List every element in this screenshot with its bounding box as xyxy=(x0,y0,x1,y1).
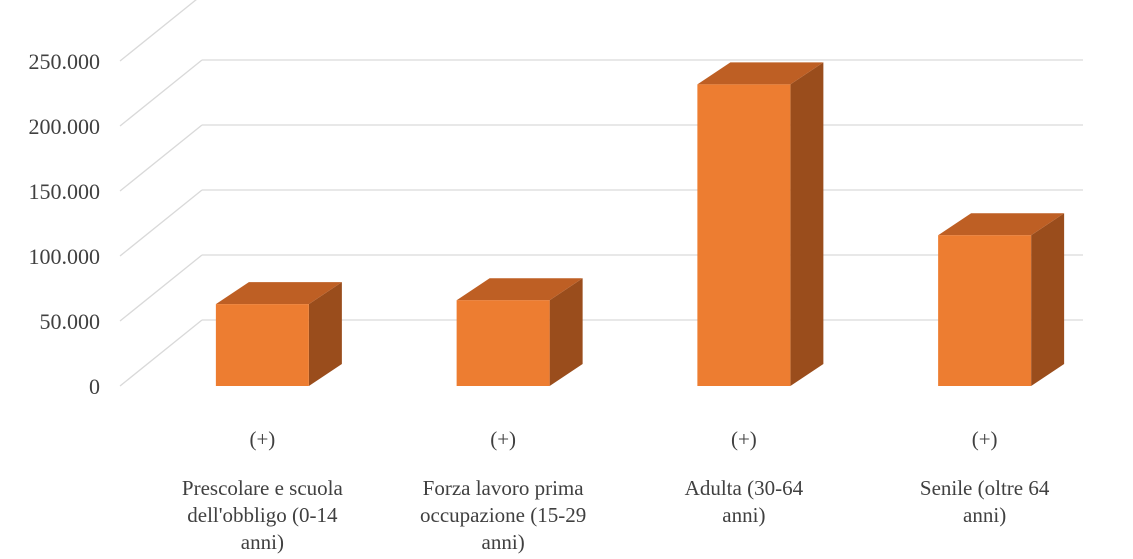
x-tick-label: Prescolare e scuola dell'obbligo (0-14 ann… xyxy=(182,476,344,554)
x-tick-label-line: Prescolare e scuola xyxy=(182,476,344,500)
y-tick-label: 50.000 xyxy=(40,309,101,334)
bar-side xyxy=(790,62,824,387)
gridline-depth xyxy=(119,254,203,322)
bar-side xyxy=(1031,213,1065,386)
x-tick-label-line: Senile (oltre 64 xyxy=(920,476,1050,500)
bar xyxy=(215,282,342,386)
y-tick-label: 250.000 xyxy=(29,49,101,74)
gridline-depth xyxy=(119,59,203,127)
y-tick-label: 150.000 xyxy=(29,179,101,204)
x-tick-label: Forza lavoro prima occupazione (15-29 anni… xyxy=(420,476,586,554)
bar-side xyxy=(549,278,583,386)
category-sign: (+) xyxy=(972,427,998,451)
x-tick-label-line: Forza lavoro prima xyxy=(423,476,585,500)
x-tick-label-line: occupazione (15-29 xyxy=(420,503,586,527)
category-sign: (+) xyxy=(490,427,516,451)
y-tick-label: 100.000 xyxy=(29,244,101,269)
bar-front xyxy=(938,235,1032,386)
bar xyxy=(456,278,583,386)
bar xyxy=(697,62,824,387)
bar-front xyxy=(215,304,309,386)
bar-front xyxy=(697,84,791,387)
bars xyxy=(215,62,1065,387)
y-tick-label: 200.000 xyxy=(29,114,101,139)
x-tick-label-line: anni) xyxy=(963,503,1006,527)
gridline-depth xyxy=(119,0,197,62)
x-tick-label-line: Adulta (30-64 xyxy=(685,476,804,500)
gridlines xyxy=(119,0,1083,387)
bar-top xyxy=(697,62,824,85)
bar-top xyxy=(938,213,1065,236)
y-tick-label: 0 xyxy=(89,374,100,399)
y-axis-ticks: 0 50.000 100.000 150.000 200.000 250.000 xyxy=(29,49,101,399)
x-tick-label: Adulta (30-64 anni) xyxy=(685,476,804,527)
bar-top xyxy=(215,282,342,305)
bar-top xyxy=(456,278,583,301)
x-tick-label: Senile (oltre 64 anni) xyxy=(920,476,1050,527)
bar-side xyxy=(308,282,342,386)
category-sign: (+) xyxy=(731,427,757,451)
x-tick-label-line: dell'obbligo (0-14 xyxy=(187,503,338,527)
x-tick-label-line: anni) xyxy=(722,503,765,527)
x-tick-label-line: anni) xyxy=(482,530,525,554)
x-axis-labels: (+) Prescolare e scuola dell'obbligo (0-14… xyxy=(182,427,1050,554)
bar xyxy=(938,213,1065,386)
gridline-depth xyxy=(119,124,203,192)
gridline-depth xyxy=(119,189,203,257)
x-tick-label-line: anni) xyxy=(241,530,284,554)
category-sign: (+) xyxy=(249,427,275,451)
gridline-depth xyxy=(119,319,203,387)
bar-front xyxy=(456,300,550,386)
